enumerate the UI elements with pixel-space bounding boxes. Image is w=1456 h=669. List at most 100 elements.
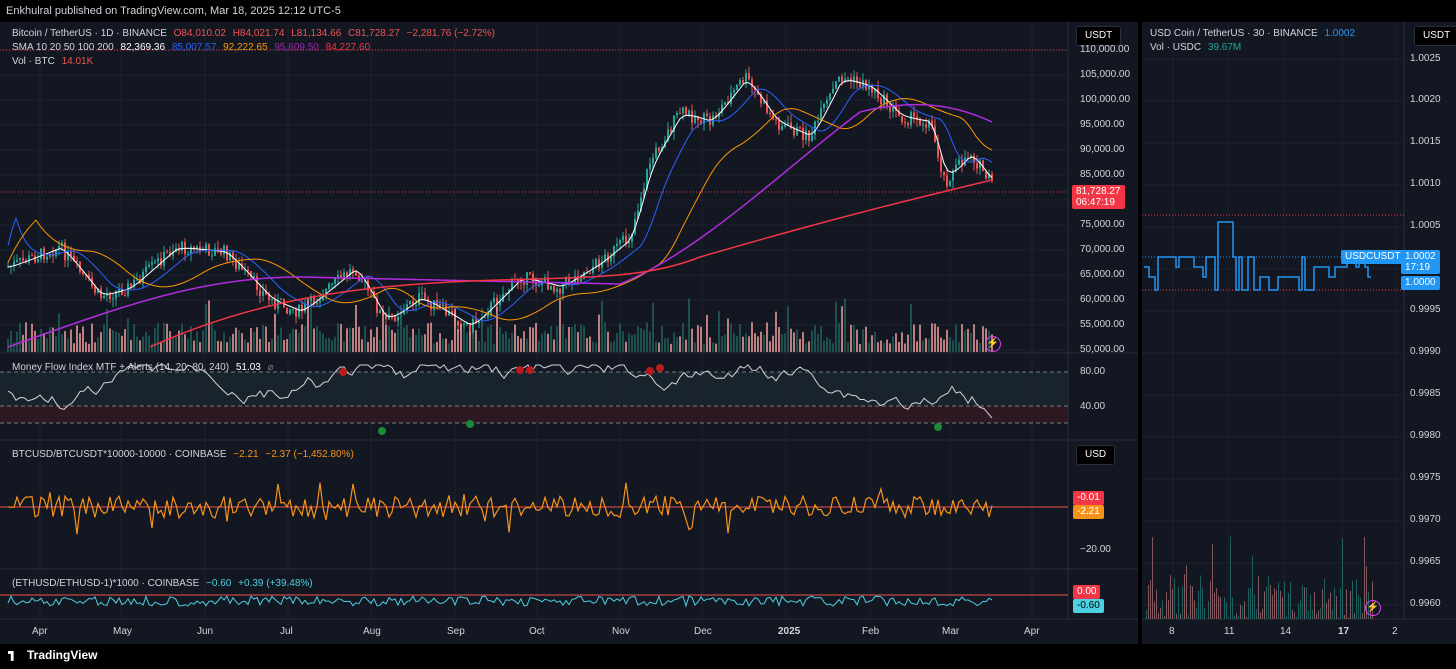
usdc-volume-bar <box>1322 589 1323 619</box>
usdc-volume-bar <box>1256 609 1257 619</box>
volume-bar <box>499 327 501 352</box>
candle-body <box>631 233 633 242</box>
candle-body <box>298 304 300 317</box>
usdc-time-axis-label: 11 <box>1224 626 1235 637</box>
usdc-price-axis-label: 0.9970 <box>1410 514 1441 525</box>
mfi-label[interactable]: Money Flow Index MTF + Alerts (14, 20, 8… <box>12 362 230 373</box>
candle-body <box>379 309 381 313</box>
volume-bar <box>373 337 375 352</box>
sma-label[interactable]: SMA 10 20 50 100 200 <box>12 42 114 53</box>
volume-bar <box>784 333 786 352</box>
candle-body <box>289 309 291 314</box>
volume-bar <box>124 329 126 352</box>
usdc-volume-bar <box>1290 581 1291 619</box>
volume-bar <box>379 340 381 352</box>
usdc-volume-bar <box>1324 578 1325 619</box>
volume-bar <box>100 332 102 352</box>
currency-button-usd[interactable]: USD <box>1076 445 1116 465</box>
volume-bar <box>142 336 144 352</box>
candle-body <box>541 283 543 286</box>
candle-body <box>646 169 648 189</box>
usdc-volume-label[interactable]: Vol · USDC <box>1150 42 1202 53</box>
usdc-chart-canvas[interactable] <box>1142 22 1456 644</box>
volume-bar <box>385 324 387 352</box>
candle-body <box>850 78 852 82</box>
spread-label[interactable]: BTCUSD/BTCUSDT*10000-10000 · COINBASE <box>12 449 227 460</box>
volume-bar <box>22 334 24 352</box>
usdc-volume-bar <box>1350 590 1351 619</box>
volume-bar <box>769 341 771 352</box>
volume-bar <box>931 323 933 352</box>
usdc-lightning-icon[interactable]: ⚡ <box>1365 600 1381 616</box>
tradingview-logo[interactable]: TradingView <box>8 648 97 662</box>
candle-body <box>724 101 726 105</box>
usdc-volume-bar <box>1312 609 1313 619</box>
sma200-value: 84,227.60 <box>325 42 371 53</box>
volume-bar <box>976 339 978 352</box>
volume-bar <box>490 324 492 352</box>
candle-body <box>499 301 501 306</box>
sma10-line <box>7 80 993 325</box>
symbol-title[interactable]: Bitcoin / TetherUS · 1D · BINANCE <box>12 28 167 39</box>
time-axis-label: Feb <box>862 626 880 637</box>
usdc-volume-bar <box>1348 617 1349 619</box>
candle-body <box>898 111 900 116</box>
usdc-symbol-title[interactable]: USD Coin / TetherUS · 30 · BINANCE <box>1150 28 1318 39</box>
volume-bar <box>454 308 456 352</box>
volume-bar <box>859 343 861 352</box>
volume-bar <box>487 326 489 352</box>
candle-body <box>58 245 60 250</box>
volume-bar <box>232 333 234 352</box>
currency-button-usdt[interactable]: USDT <box>1076 26 1122 46</box>
candle-body <box>361 281 363 283</box>
volume-bar <box>505 331 507 352</box>
mfi-overbought-alert <box>339 368 347 376</box>
volume-bar <box>328 337 330 352</box>
volume-bar <box>592 341 594 352</box>
volume-legend: Vol · BTC 14.01K <box>12 55 97 68</box>
publisher-header: Enkhulral published on TradingView.com, … <box>0 0 1456 22</box>
volume-bar <box>733 332 735 352</box>
candle-body <box>31 255 33 257</box>
candle-body <box>193 246 195 250</box>
volume-bar <box>778 327 780 352</box>
volume-bar <box>568 326 570 352</box>
candle-body <box>403 310 405 314</box>
volume-bar <box>340 323 342 352</box>
usdc-volume-bar <box>1366 566 1367 619</box>
candle-body <box>304 303 306 312</box>
usdc-chart-panel[interactable]: USD Coin / TetherUS · 30 · BINANCE 1.000… <box>1142 22 1456 644</box>
usdc-volume-legend: Vol · USDC 39.67M <box>1150 41 1245 54</box>
sma10-value: 82,369.36 <box>120 42 166 53</box>
candle-body <box>910 112 912 126</box>
usdc-volume-bar <box>1172 589 1173 619</box>
usdc-currency-button[interactable]: USDT <box>1414 26 1456 46</box>
volume-bar <box>88 343 90 352</box>
volume-bar <box>754 333 756 352</box>
candle-body <box>604 254 606 262</box>
candle-body <box>775 119 777 121</box>
candle-body <box>547 277 549 290</box>
candle-body <box>799 127 801 129</box>
candle-body <box>721 104 723 114</box>
volume-bar <box>934 323 936 352</box>
candle-body <box>691 110 693 123</box>
hide-icon[interactable]: ⌀ <box>267 362 274 373</box>
candle-body <box>889 106 891 112</box>
candle-body <box>106 294 108 297</box>
candle-body <box>940 157 942 172</box>
volume-bar <box>178 330 180 352</box>
candle-body <box>295 309 297 317</box>
volume-bar <box>643 329 645 352</box>
bar-countdown: 06:47:19 <box>1076 197 1115 208</box>
volume-label[interactable]: Vol · BTC <box>12 56 55 67</box>
btc-chart-canvas[interactable] <box>0 22 1138 644</box>
eth-label[interactable]: (ETHUSD/ETHUSD-1)*1000 · COINBASE <box>12 578 200 589</box>
lightning-icon[interactable]: ⚡ <box>985 336 1001 352</box>
usdc-volume-bar <box>1262 608 1263 619</box>
candle-body <box>466 323 468 325</box>
sma-legend: SMA 10 20 50 100 200 82,369.36 85,007.57… <box>12 41 374 54</box>
usdc-volume-bar <box>1152 537 1153 619</box>
btc-chart-panel[interactable]: Bitcoin / TetherUS · 1D · BINANCE O84,01… <box>0 22 1138 644</box>
time-axis-label: Sep <box>447 626 465 637</box>
